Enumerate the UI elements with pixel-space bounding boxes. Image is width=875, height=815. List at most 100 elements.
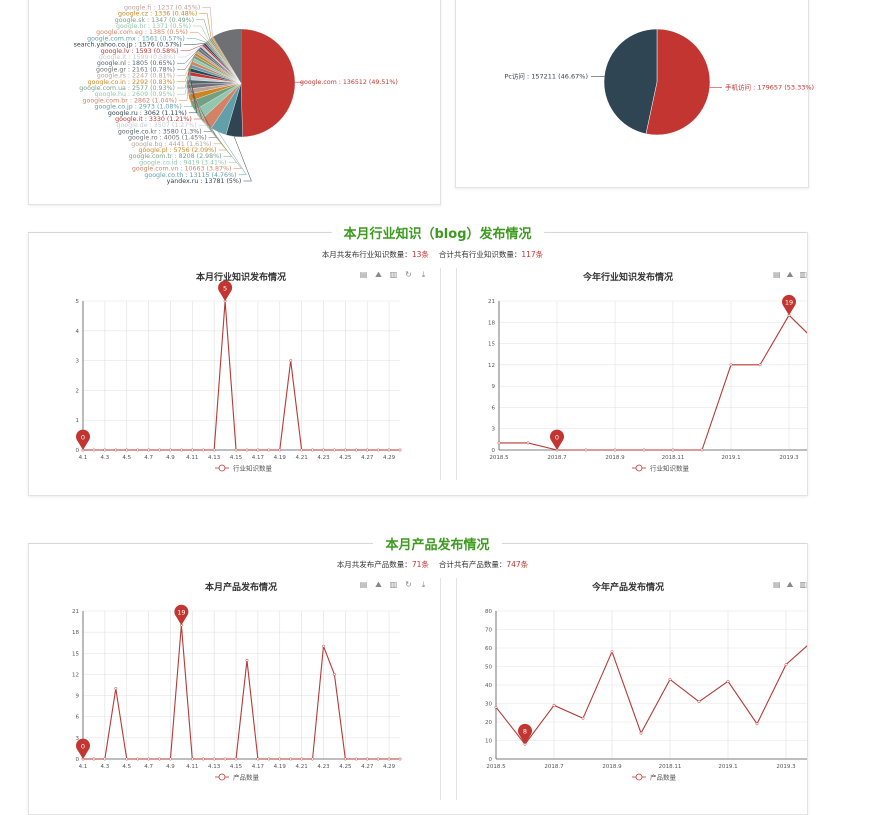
blog-month-title: 本月行业知识发布情况 <box>195 273 286 283</box>
legend-item: 行业知识数量 <box>632 464 690 473</box>
x-tick-label: 4.25 <box>339 455 352 461</box>
y-tick-label: 21 <box>72 609 79 615</box>
marker-label: 0 <box>81 434 85 442</box>
x-tick-label: 2019.3 <box>776 764 796 770</box>
bar-chart-icon[interactable]: ▥ <box>799 580 807 589</box>
leader-line <box>197 115 238 163</box>
pie-label: google.co.kr : 3580 (1.3%) <box>118 128 202 135</box>
divider <box>440 268 441 480</box>
data-point <box>245 658 249 662</box>
data-point <box>201 757 205 761</box>
data-point <box>311 448 315 452</box>
pie-label: google.fi : 1237 (0.45%) <box>124 4 200 11</box>
leader-line <box>183 43 205 45</box>
data-point <box>758 363 762 367</box>
y-tick-label: 1 <box>76 418 80 424</box>
y-tick-label: 4 <box>76 329 80 335</box>
y-tick-label: 18 <box>72 630 79 636</box>
series-line <box>495 645 807 746</box>
series-line <box>83 625 400 760</box>
data-point <box>376 448 380 452</box>
leader-line <box>199 13 212 39</box>
line-chart-icon[interactable]: ⛰ <box>786 580 794 589</box>
legend-symbol <box>635 464 643 472</box>
pie-label: google.de : 3507 (1.27%) <box>116 122 196 129</box>
pie-label: google.gr : 2161 (0.78%) <box>96 66 175 73</box>
data-point <box>278 757 282 761</box>
data-point <box>387 448 391 452</box>
pie-label: google.com.tr : 8208 (2.98%) <box>129 153 222 160</box>
data-point <box>365 757 369 761</box>
legend-label: 产品数量 <box>233 773 260 782</box>
bar-chart-icon[interactable]: ▥ <box>799 270 807 279</box>
marker-label: 0 <box>555 434 559 442</box>
data-point <box>729 363 733 367</box>
data-view-icon[interactable]: ▤ <box>773 270 781 279</box>
leader-line <box>177 56 195 89</box>
data-point <box>387 757 391 761</box>
data-point <box>190 448 194 452</box>
marker-pin <box>75 429 91 450</box>
leader-line <box>188 97 228 151</box>
line-chart-icon[interactable]: ⛰ <box>375 580 382 589</box>
data-view-icon[interactable]: ▤ <box>359 270 368 279</box>
data-view-icon[interactable]: ▤ <box>773 580 781 589</box>
x-tick-label: 4.25 <box>339 764 352 770</box>
save-image-icon[interactable]: ⤓ <box>421 270 426 279</box>
save-image-icon[interactable]: ⤓ <box>421 580 426 589</box>
product_year-chart: 0 10 20 30 40 50 60 70 80 2018.5 2018.7 2018.9 2018.… <box>485 609 816 770</box>
x-tick-label: 4.3 <box>100 455 109 461</box>
leader-line <box>178 62 192 101</box>
marker-label: 19 <box>785 299 793 307</box>
data-point <box>179 448 183 452</box>
data-point <box>234 757 238 761</box>
data-point <box>223 757 227 761</box>
x-tick-label: 4.17 <box>252 455 265 461</box>
pie-label: google.com.eg : 1385 (0.5%) <box>96 29 188 36</box>
marker-pin <box>218 280 233 301</box>
pie-label: google.ru : 3062 (1.11%) <box>108 110 187 117</box>
x-tick-label: 4.11 <box>186 764 198 770</box>
data-point <box>784 663 788 667</box>
blog_month-chart: 0 1 2 3 4 5 4.1 4.3 4.5 4.7 4.9 4.11 4.13 4.15 4.17 4.1… <box>75 280 402 461</box>
search-engine-pie: google.com : 136512 (49.51%) yandex.ru : … <box>74 4 398 185</box>
data-view-icon[interactable]: ▤ <box>359 580 368 589</box>
data-point <box>245 448 249 452</box>
marker-pin <box>75 738 91 759</box>
x-tick-label: 4.21 <box>295 764 307 770</box>
x-tick-label: 2018.11 <box>662 455 685 461</box>
month-count-label: 本月共发布行业知识数量： <box>321 250 412 259</box>
leader-line <box>193 25 209 41</box>
data-point <box>494 705 498 709</box>
x-tick-label: 2018.11 <box>659 764 682 770</box>
restore-icon[interactable]: ↻ <box>405 580 412 589</box>
data-point <box>289 757 293 761</box>
data-point <box>526 441 530 445</box>
pie-label: google.com.vn : 10663 (3.87%) <box>132 166 232 173</box>
pie-label: google.ro : 4005 (1.45%) <box>128 135 207 142</box>
pie-label: search.yahoo.co.jp : 1576 (0.57%) <box>74 42 182 49</box>
x-tick-label: 2018.9 <box>605 455 625 461</box>
data-point <box>814 638 816 640</box>
bar-chart-icon[interactable]: ▥ <box>389 580 398 589</box>
y-tick-label: 0 <box>76 757 80 763</box>
pie-label: google.sk : 1347 (0.49%) <box>115 17 194 24</box>
pie-slice <box>240 28 296 138</box>
x-tick-label: 4.19 <box>274 455 287 461</box>
data-point <box>817 342 819 344</box>
restore-icon[interactable]: ↻ <box>405 270 412 279</box>
x-tick-label: 2018.5 <box>486 764 506 770</box>
y-tick-label: 21 <box>488 299 495 305</box>
x-tick-label: 4.1 <box>79 455 88 461</box>
series-line <box>499 314 807 451</box>
marker-pin <box>550 429 565 450</box>
data-point <box>668 678 672 681</box>
line-chart-icon[interactable]: ⛰ <box>375 270 382 279</box>
bar-chart-icon[interactable]: ▥ <box>389 270 398 279</box>
data-point <box>300 757 304 761</box>
line-chart-icon[interactable]: ⛰ <box>786 270 794 279</box>
y-tick-label: 18 <box>488 320 495 326</box>
legend-symbol <box>218 464 226 472</box>
marker-label: 8 <box>523 728 527 736</box>
product-month-title: 本月产品发布情况 <box>204 583 277 593</box>
